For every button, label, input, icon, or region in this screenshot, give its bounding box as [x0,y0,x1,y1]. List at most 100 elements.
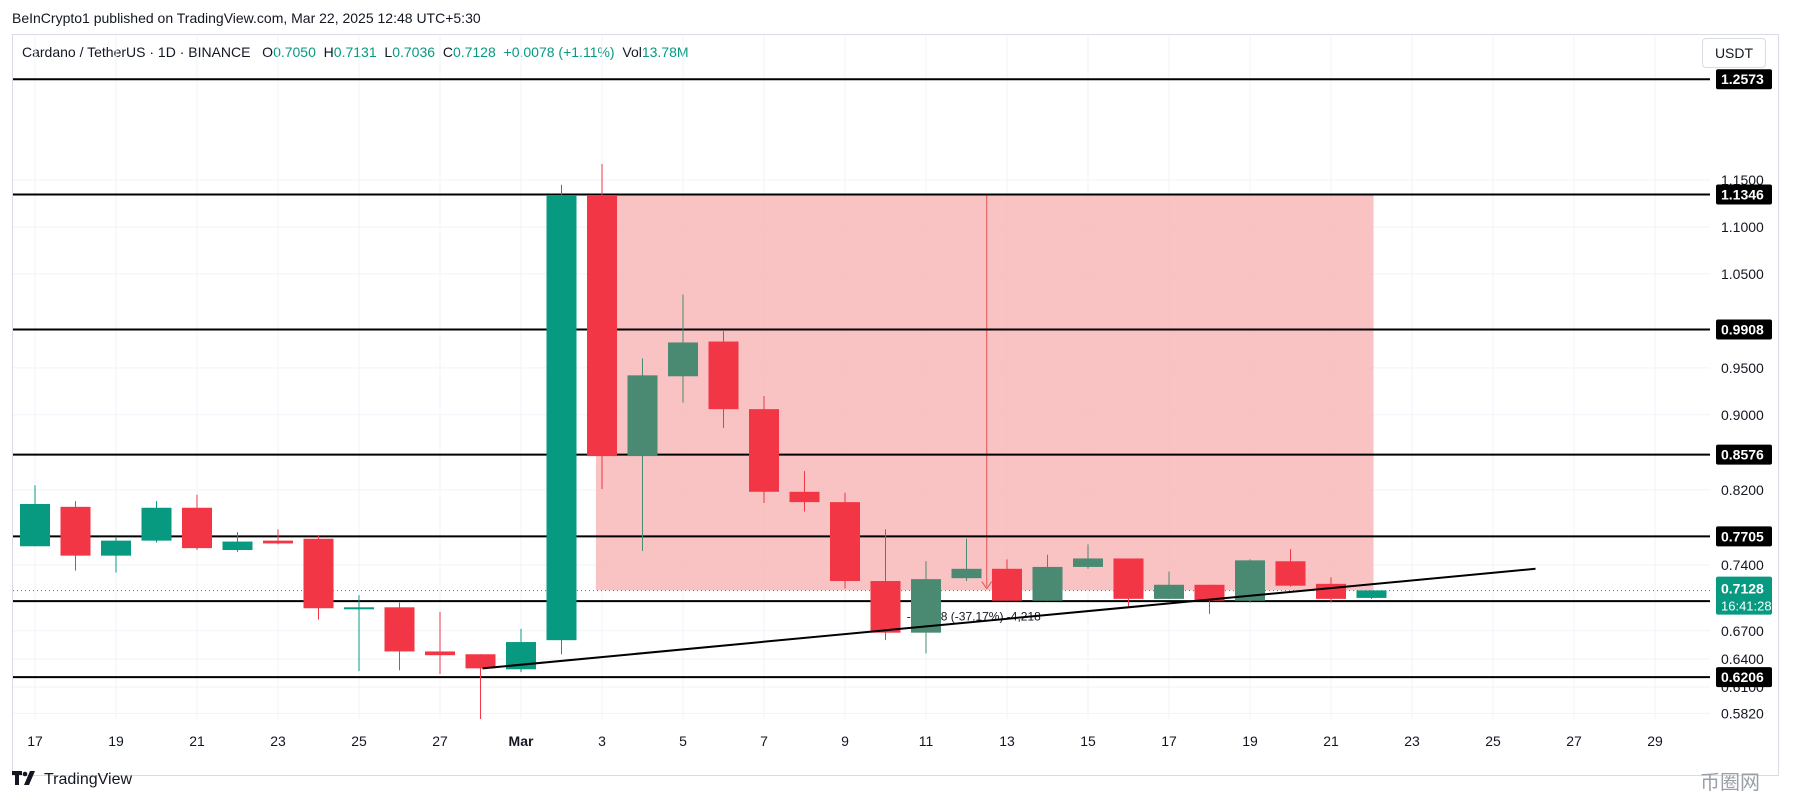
close-label: C [442,44,453,60]
candle-body [1113,558,1144,599]
last-price-label: 0.7128 [1721,581,1764,597]
candle-body [222,541,253,551]
y-tick-label: 0.5820 [1721,705,1764,721]
x-tick-label: 9 [841,733,849,749]
close-value: 0.7128 [452,44,496,60]
open-label: O [262,44,274,60]
x-tick-label: 5 [679,733,687,749]
candle-body [20,504,50,547]
candle-body [384,607,415,652]
y-tick-label: 1.1000 [1721,219,1764,235]
price-level-badge [1716,184,1772,205]
x-tick-label: 17 [27,733,43,749]
x-tick-label: 15 [1080,733,1096,749]
price-level-label: 0.9908 [1721,322,1764,338]
high-label: H [323,44,334,60]
x-tick-label: 29 [1647,733,1663,749]
brand-name: TradingView [44,771,133,788]
y-tick-label: 0.6700 [1721,623,1764,639]
candle-body [911,579,941,633]
candle-body [1032,566,1063,601]
candle-body [263,540,293,544]
footer-brand: TradingView [12,771,132,789]
volume-label: Vol [622,44,642,60]
trendline [482,567,1536,670]
candle-body [951,568,982,579]
candle-body [1356,590,1387,598]
candle-body [627,375,658,457]
x-tick-label: 3 [598,733,606,749]
x-tick-label: 27 [1566,733,1582,749]
candle-body [708,341,739,410]
change-value: +0.0078 (+1.11%) [503,44,615,60]
price-level-label: 1.1346 [1721,186,1764,202]
price-level-label: 0.7705 [1721,528,1764,544]
chart-frame [12,34,1779,776]
volume-value: 13.78M [641,44,689,60]
x-tick-label: 19 [1242,733,1258,749]
last-price-badge [1716,576,1772,615]
y-tick-label: 0.6400 [1721,651,1764,667]
candle-body [303,538,334,609]
price-level-badge [1716,667,1772,688]
watermark-logo: 币圈网 [1700,770,1760,794]
x-tick-label: 27 [432,733,448,749]
candle-body [101,540,131,556]
publish-info: BeInCrypto1 published on TradingView.com… [12,10,481,26]
candle-body [182,507,212,549]
symbol-legend: Cardano / TetherUS · 1D · BINANCE O0.705… [22,44,689,60]
x-tick-label: 19 [108,733,124,749]
candle-body [830,502,860,582]
candle-body [1154,584,1184,599]
candle-body [546,195,577,641]
x-tick-label: 17 [1161,733,1177,749]
candle-body [1194,584,1225,601]
x-tick-label: 23 [1404,733,1420,749]
x-tick-label: 13 [999,733,1015,749]
y-tick-label: 0.8200 [1721,482,1764,498]
candle-body [60,506,91,556]
candle-body [668,342,698,377]
x-tick-label: 25 [1485,733,1501,749]
candle-body [1073,558,1103,567]
plot-area: -0.4218 (-37.17%) -4,218 [13,36,1710,719]
candle-body [992,568,1022,601]
price-level-badge [1716,444,1772,465]
low-label: L [384,44,393,60]
x-tick-label: 11 [919,733,934,749]
price-level-badge [1716,526,1772,547]
symbol-name[interactable]: Cardano / TetherUS · 1D · BINANCE [22,44,251,60]
candle-body [141,507,172,541]
candle-body [425,651,455,656]
candle-body [1316,583,1346,599]
currency-button[interactable]: USDT [1702,38,1766,68]
x-tick-label: 21 [189,733,205,749]
x-tick-label: 7 [760,733,768,749]
candle-body [870,581,901,633]
y-tick-label: 1.1500 [1721,172,1764,188]
candle-body [465,654,496,669]
y-tick-label: 0.7400 [1721,557,1764,573]
measure-arrowhead [981,581,993,590]
price-level-label: 0.8576 [1721,447,1764,463]
y-tick-label: 0.9000 [1721,407,1764,423]
low-value: 0.7036 [392,44,436,60]
price-level-label: 0.6206 [1721,669,1764,685]
candle-countdown: 16:41:28 [1721,599,1772,614]
candle-body [1275,561,1306,586]
x-tick-label: 25 [351,733,367,749]
y-tick-label: 0.9500 [1721,360,1764,376]
x-tick-label: 21 [1323,733,1339,749]
tradingview-logo-icon [12,771,38,789]
candle-body [587,195,617,457]
price-level-badge [1716,319,1772,340]
x-tick-label: Mar [509,733,534,749]
high-value: 0.7131 [333,44,377,60]
candle-body [344,607,374,610]
x-tick-label: 23 [270,733,286,749]
price-level-label: 1.2573 [1721,71,1764,87]
open-value: 0.7050 [273,44,316,60]
price-level-badge [1716,69,1772,90]
candle-body [789,491,820,503]
